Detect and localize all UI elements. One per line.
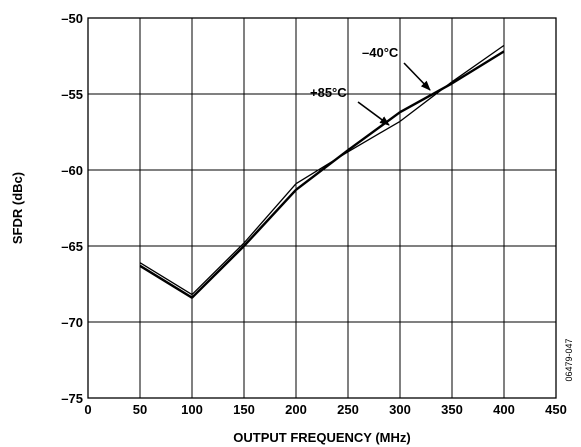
annotation-label: +85°C — [310, 85, 347, 100]
y-axis-title: SFDR (dBc) — [10, 172, 25, 244]
figure-code: 06479-047 — [564, 338, 574, 381]
x-tick-label: 50 — [133, 402, 147, 417]
y-tick-label: –75 — [61, 391, 83, 406]
y-tick-labels: –50 –55 –60 –65 –70 –75 — [61, 11, 83, 406]
plot-frame — [87, 17, 557, 399]
annotation-label: –40°C — [362, 45, 399, 60]
x-tick-label: 200 — [285, 402, 307, 417]
grid-lines — [87, 17, 557, 399]
x-tick-label: 150 — [233, 402, 255, 417]
y-tick-label: –65 — [61, 239, 83, 254]
y-tick-label: –60 — [61, 163, 83, 178]
x-tick-label: 0 — [84, 402, 91, 417]
x-tick-label: 300 — [389, 402, 411, 417]
y-tick-label: –55 — [61, 87, 83, 102]
x-tick-label: 350 — [441, 402, 463, 417]
annotation-arrow — [403, 62, 431, 91]
series-line-1 — [139, 44, 505, 296]
y-tick-label: –70 — [61, 315, 83, 330]
x-tick-label: 450 — [545, 402, 567, 417]
annotations: –40°C +85°C — [310, 45, 431, 126]
x-tick-label: 250 — [337, 402, 359, 417]
x-tick-labels: 0 50 100 150 200 250 300 350 400 450 — [84, 402, 566, 417]
series-layer — [139, 44, 505, 299]
annotation-arrow — [357, 101, 390, 126]
x-axis-title: OUTPUT FREQUENCY (MHz) — [233, 430, 410, 445]
y-tick-label: –50 — [61, 11, 83, 26]
x-tick-label: 100 — [181, 402, 203, 417]
x-tick-label: 400 — [493, 402, 515, 417]
